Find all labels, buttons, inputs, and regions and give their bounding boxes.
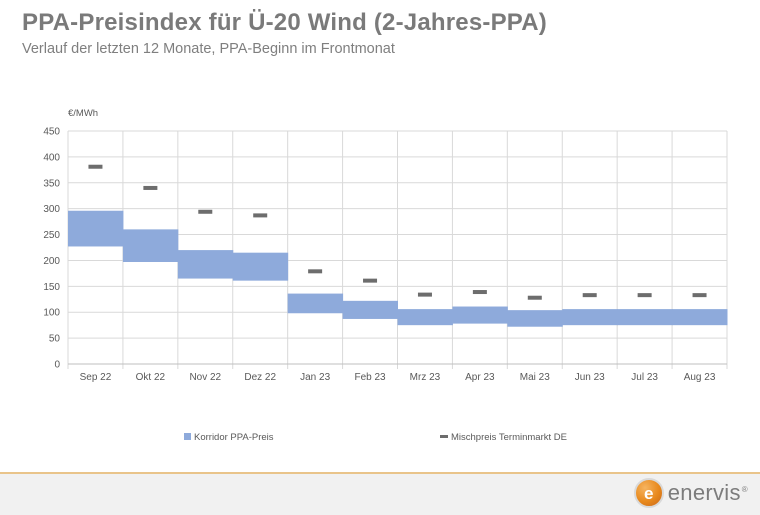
footer-bar <box>0 474 760 515</box>
y-axis-unit-label: €/MWh <box>68 108 98 119</box>
chart-title: PPA-Preisindex für Ü-20 Wind (2-Jahres-P… <box>22 9 547 36</box>
mischpreis-marker <box>143 185 158 190</box>
corridor-bar <box>342 300 398 319</box>
footer-divider <box>0 472 760 474</box>
legend-label-corridor: Korridor PPA-Preis <box>194 432 274 443</box>
x-tick-label: Mai 23 <box>520 372 550 383</box>
x-tick-label: Sep 22 <box>80 372 112 383</box>
mischpreis-marker <box>472 290 487 295</box>
corridor-bar <box>562 309 618 326</box>
y-tick-label: 400 <box>43 152 60 163</box>
logo-wordmark: enervis® <box>667 480 748 505</box>
x-tick-label: Apr 23 <box>465 372 495 383</box>
chart-subtitle: Verlauf der letzten 12 Monate, PPA-Begin… <box>22 41 395 57</box>
mischpreis-marker <box>363 278 378 283</box>
mischpreis-marker <box>198 209 213 214</box>
x-tick-label: Jul 23 <box>631 372 658 383</box>
y-tick-label: 0 <box>54 360 60 371</box>
corridor-bar <box>672 309 728 326</box>
enervis-logo: e enervis® <box>633 478 748 508</box>
mischpreis-marker <box>88 164 103 169</box>
corridor-bar <box>507 310 563 327</box>
mischpreis-marker <box>582 293 597 298</box>
corridor-bar <box>617 309 673 326</box>
logo-mark-icon: e <box>633 478 664 508</box>
x-tick-label: Okt 22 <box>136 372 166 383</box>
corridor-bar <box>177 250 234 279</box>
y-tick-label: 300 <box>43 204 60 215</box>
legend-label-mischpreis: Mischpreis Terminmarkt DE <box>451 432 567 443</box>
corridor-bar <box>397 309 453 326</box>
y-tick-label: 250 <box>43 230 60 241</box>
corridor-bar <box>287 293 344 314</box>
corridor-bar <box>232 252 289 281</box>
mischpreis-marker <box>417 292 432 297</box>
y-tick-label: 100 <box>43 308 60 319</box>
legend-swatch-mischpreis <box>440 435 448 438</box>
y-tick-label: 450 <box>43 127 60 138</box>
chart-area: 0 50 100 150 200 250 300 350 400 450 €/MWh Sep 22 Ok… <box>43 108 728 443</box>
x-tick-label: Aug 23 <box>684 372 716 383</box>
y-tick-label: 150 <box>43 282 60 293</box>
corridor-bar <box>122 229 179 262</box>
x-tick-label: Jun 23 <box>575 372 605 383</box>
corridor-bar <box>452 306 508 324</box>
x-tick-label: Mrz 23 <box>410 372 441 383</box>
mischpreis-marker <box>692 293 707 298</box>
mischpreis-marker <box>527 295 542 300</box>
x-tick-label: Nov 22 <box>189 372 221 383</box>
y-tick-label: 350 <box>43 178 60 189</box>
corridor-bar <box>68 210 124 247</box>
y-tick-label: 200 <box>43 256 60 267</box>
x-tick-label: Feb 23 <box>354 372 386 383</box>
mischpreis-marker <box>253 213 268 218</box>
legend-swatch-corridor <box>184 433 191 440</box>
y-tick-label: 50 <box>49 334 61 345</box>
x-tick-label: Dez 22 <box>244 372 276 383</box>
x-tick-label: Jan 23 <box>300 372 330 383</box>
mischpreis-marker <box>637 293 652 298</box>
mischpreis-marker <box>308 269 323 274</box>
